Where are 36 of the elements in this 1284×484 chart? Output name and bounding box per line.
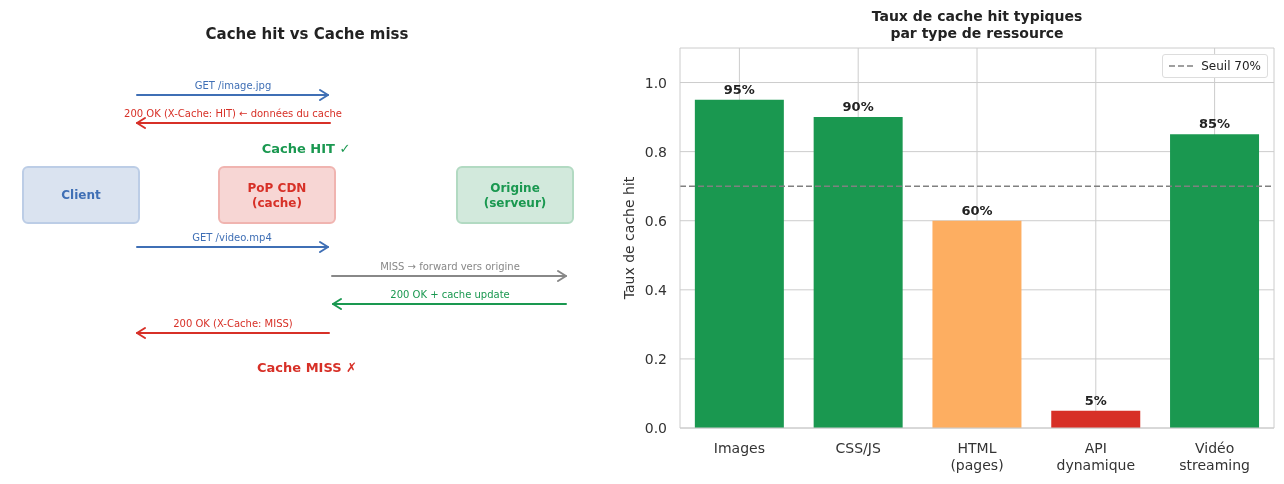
bar xyxy=(1051,410,1141,428)
data-label: 60% xyxy=(961,202,993,218)
text: Client xyxy=(61,188,101,202)
legend-label: Seuil 70% xyxy=(1201,58,1261,74)
data-label: 90% xyxy=(842,99,874,115)
bar xyxy=(694,99,784,428)
y-tick-label: 0.2 xyxy=(644,350,667,367)
bar xyxy=(932,220,1022,428)
bar xyxy=(1170,134,1260,428)
data-label: 85% xyxy=(1198,116,1231,132)
text: GET /video.mp4 xyxy=(192,231,272,243)
y-tick-label: 1.0 xyxy=(644,74,667,91)
text: Cache MISS ✗ xyxy=(257,359,357,375)
y-tick-label: 0.8 xyxy=(644,143,667,160)
data-label: 5% xyxy=(1084,392,1107,408)
x-tick-label: HTML (pages) xyxy=(950,440,1004,473)
chart-title: Taux de cache hit typiques par type de ressource xyxy=(870,8,1084,42)
y-tick-label: 0.6 xyxy=(644,212,668,229)
x-tick-label: API dynamique xyxy=(1056,440,1136,473)
text: Cache HIT ✓ xyxy=(261,140,351,156)
x-tick-label: Vidéo streaming xyxy=(1179,440,1250,473)
x-tick-label: CSS/JS xyxy=(835,440,881,456)
text: 200 OK (X-Cache: MISS) xyxy=(173,317,293,329)
text: MISS → forward vers origine xyxy=(380,260,520,272)
text: 200 OK + cache update xyxy=(390,288,510,300)
text: PoP CDN (cache) xyxy=(247,180,307,210)
y-tick-label: 0.0 xyxy=(644,419,667,436)
data-label: 95% xyxy=(723,81,755,97)
x-tick-label: Images xyxy=(713,440,765,456)
bar xyxy=(813,117,903,428)
text: Origine (serveur) xyxy=(483,180,547,210)
text: 200 OK (X-Cache: HIT) ← données du cache xyxy=(124,107,342,119)
text: GET /image.jpg xyxy=(194,79,272,91)
text: Cache hit vs Cache miss xyxy=(205,25,409,43)
y-tick-label: 0.4 xyxy=(644,281,668,298)
y-axis-title: Taux de cache hit xyxy=(620,176,637,301)
